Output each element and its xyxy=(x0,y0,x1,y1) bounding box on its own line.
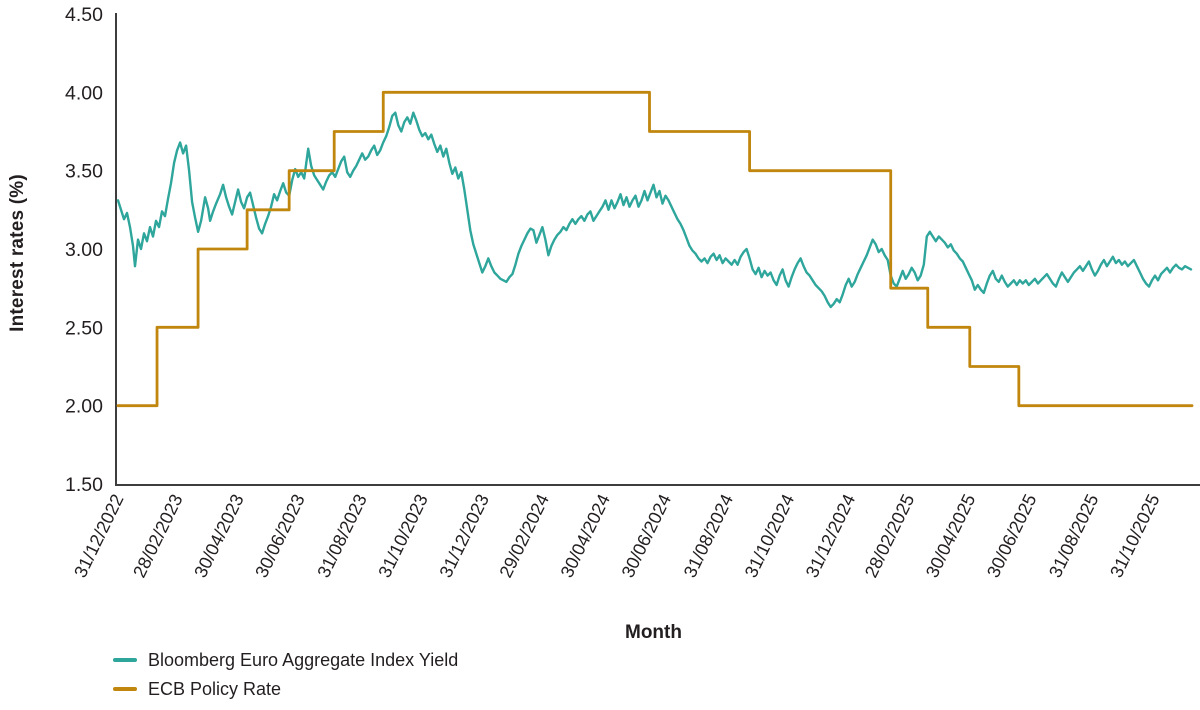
y-tick-label: 3.50 xyxy=(65,161,103,183)
x-tick-label: 31/08/2025 xyxy=(1045,491,1102,581)
y-tick-label: 4.50 xyxy=(65,4,103,26)
x-tick-label: 31/12/2024 xyxy=(802,491,859,581)
x-tick-label: 30/06/2024 xyxy=(618,491,675,581)
x-tick-label: 31/12/2023 xyxy=(435,491,492,581)
x-tick-label: 30/04/2025 xyxy=(922,491,979,581)
x-tick-label: 31/12/2022 xyxy=(70,491,127,581)
y-tick-label: 1.50 xyxy=(65,474,103,496)
x-tick-label: 29/02/2024 xyxy=(496,491,553,581)
legend-item-yield: Bloomberg Euro Aggregate Index Yield xyxy=(113,650,458,670)
y-axis-title: Interest rates (%) xyxy=(7,174,28,332)
x-tick-label: 30/06/2023 xyxy=(251,491,308,581)
x-tick-label: 28/02/2023 xyxy=(129,491,186,581)
x-tick-label: 31/10/2024 xyxy=(741,491,798,581)
x-tick-label: 31/10/2025 xyxy=(1106,491,1163,581)
x-tick-label: 31/08/2024 xyxy=(680,491,737,581)
series-line-policy-rate xyxy=(116,90,1194,408)
policy-rate-series-swatch xyxy=(113,687,137,691)
yield-series-swatch xyxy=(113,658,137,662)
y-tick-label: 2.00 xyxy=(65,396,103,418)
legend-item-policy-rate: ECB Policy Rate xyxy=(113,679,458,699)
y-tick-label: 4.00 xyxy=(65,82,103,104)
x-tick-label: 30/06/2025 xyxy=(983,491,1040,581)
x-tick-label: 31/10/2023 xyxy=(374,491,431,581)
x-tick-label: 28/02/2025 xyxy=(861,491,918,581)
x-tick-label: 30/04/2024 xyxy=(557,491,614,581)
policy-rate-series-label: ECB Policy Rate xyxy=(148,679,282,699)
x-axis-title: Month xyxy=(625,622,682,643)
series-line-yield xyxy=(116,111,1193,309)
y-tick-label: 2.50 xyxy=(65,317,103,339)
x-tick-label: 31/08/2023 xyxy=(313,491,370,581)
legend: Bloomberg Euro Aggregate Index Yield ECB… xyxy=(113,650,458,708)
yield-series-label: Bloomberg Euro Aggregate Index Yield xyxy=(148,650,459,670)
x-tick-label: 30/04/2023 xyxy=(190,491,247,581)
y-tick-label: 3.00 xyxy=(65,239,103,261)
